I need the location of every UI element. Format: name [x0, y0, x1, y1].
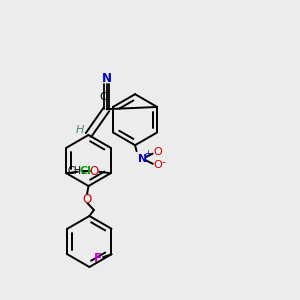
Text: F: F [94, 252, 102, 265]
Text: C: C [99, 92, 107, 102]
Text: O: O [153, 147, 162, 157]
Text: O: O [89, 165, 98, 178]
Text: N: N [138, 154, 147, 164]
Text: -: - [161, 157, 165, 167]
Text: N: N [102, 72, 112, 85]
Text: Cl: Cl [80, 166, 91, 176]
Text: +: + [145, 149, 152, 158]
Text: H: H [76, 124, 84, 135]
Text: O: O [82, 193, 91, 206]
Text: O: O [153, 160, 162, 170]
Text: CH₃: CH₃ [67, 167, 86, 176]
